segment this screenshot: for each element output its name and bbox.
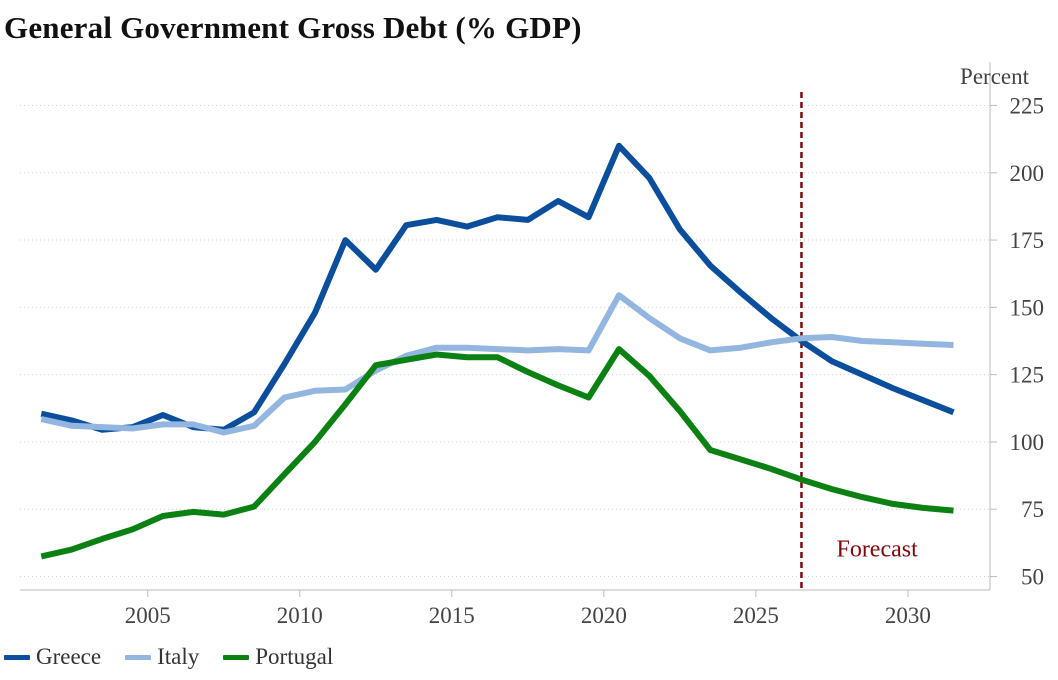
chart-title: General Government Gross Debt (% GDP) [4, 10, 582, 45]
legend-item-italy[interactable]: Italy [125, 644, 199, 670]
line-chart: Forecast 50 75 100 125 150 175 200 225 2005 2010 2… [20, 62, 1044, 628]
legend-label-portugal: Portugal [255, 644, 334, 669]
legend-item-greece[interactable]: Greece [4, 644, 101, 670]
y-tick-label-175: 175 [1010, 228, 1045, 253]
legend-swatch-greece [4, 654, 30, 660]
y-tick-label-150: 150 [1010, 295, 1045, 320]
y-tick-label-225: 225 [1010, 93, 1045, 118]
x-tick-label-2005: 2005 [125, 603, 171, 628]
legend-label-greece: Greece [36, 644, 102, 669]
axis-labels: 50 75 100 125 150 175 200 225 2005 2010 2015 2020 20… [125, 64, 1044, 628]
forecast-marker: Forecast [800, 92, 918, 590]
x-tick-label-2025: 2025 [733, 603, 779, 628]
forecast-annotation: Forecast [836, 536, 918, 562]
y-tick-label-200: 200 [1010, 161, 1045, 186]
axes [20, 62, 997, 597]
series-line-italy [40, 292, 954, 436]
series-line-greece [40, 142, 955, 433]
legend: Greece Italy Portugal [4, 644, 357, 670]
y-axis-unit-label: Percent [960, 64, 1030, 89]
x-tick-label-2010: 2010 [277, 603, 323, 628]
series-lines [40, 142, 955, 560]
y-tick-label-100: 100 [1010, 430, 1045, 455]
gridlines [20, 104, 990, 578]
y-tick-label-50: 50 [1021, 565, 1044, 590]
x-tick-label-2030: 2030 [885, 603, 931, 628]
y-tick-label-75: 75 [1021, 497, 1044, 522]
x-tick-label-2020: 2020 [581, 603, 627, 628]
legend-swatch-italy [125, 654, 152, 660]
series-line-portugal [40, 346, 954, 560]
legend-swatch-portugal [223, 654, 250, 660]
y-tick-label-125: 125 [1010, 363, 1045, 388]
legend-label-italy: Italy [157, 644, 200, 669]
legend-item-portugal[interactable]: Portugal [223, 644, 333, 670]
x-tick-label-2015: 2015 [429, 603, 475, 628]
